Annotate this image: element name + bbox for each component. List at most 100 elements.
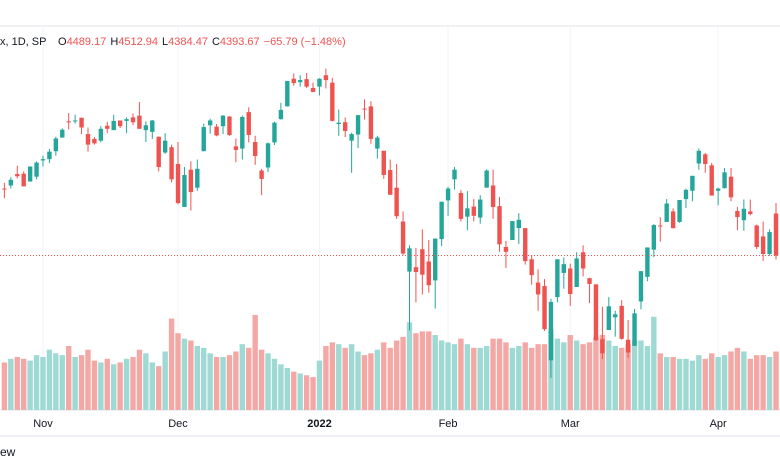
volume-bar	[561, 342, 567, 410]
candle-body	[85, 134, 91, 145]
candle-body	[703, 154, 708, 164]
candle-body	[439, 201, 444, 240]
volume-bar	[316, 360, 323, 410]
volume-bar	[554, 338, 561, 410]
volume-bar	[747, 358, 753, 410]
candles	[2, 68, 779, 378]
volume-bar	[33, 355, 40, 410]
candle-body	[143, 125, 149, 131]
candle-body	[98, 128, 104, 141]
candle-body	[452, 169, 457, 180]
candle-body	[484, 170, 489, 188]
volume-bar	[773, 351, 779, 410]
candle-body	[754, 225, 759, 247]
candle-body	[342, 122, 348, 132]
volume-bar	[451, 344, 458, 410]
volume-bar	[310, 377, 316, 410]
candle-body	[233, 146, 239, 150]
candle-body	[2, 188, 7, 190]
volume-bar	[638, 340, 644, 410]
candle-body	[696, 150, 702, 164]
candle-body	[773, 213, 779, 256]
legend-key: L	[162, 36, 168, 48]
volume-pane	[1, 314, 779, 410]
candle-body	[715, 188, 721, 191]
volume-bar	[464, 344, 471, 410]
volume-bar	[329, 342, 336, 410]
candle-body	[638, 271, 644, 302]
volume-bar	[136, 349, 143, 410]
candle-body	[542, 286, 547, 330]
candle-body	[709, 165, 714, 196]
candle-body	[632, 313, 637, 346]
volume-bar	[573, 340, 580, 410]
volume-bar	[709, 353, 715, 410]
candle-body	[400, 221, 406, 254]
volume-bar	[303, 375, 310, 410]
volume-bar	[721, 355, 728, 410]
volume-bar	[760, 355, 766, 410]
volume-bar	[213, 356, 220, 410]
candle-body	[117, 120, 123, 127]
candle-body	[137, 115, 142, 129]
volume-bar	[252, 314, 258, 410]
ohlc-values: O4489.17 H4512.94 L4384.47 C4393.67 −65.79 (…	[58, 36, 346, 48]
volume-bar	[123, 358, 130, 410]
symbol: x, 1D, SP	[0, 36, 46, 48]
volume-bar	[98, 362, 104, 410]
volume-bar	[471, 347, 477, 410]
candle-body	[413, 267, 419, 273]
volume-bar	[162, 351, 168, 410]
candle-body	[207, 120, 213, 126]
candle-body	[272, 122, 277, 143]
volume-bar	[201, 347, 207, 410]
candle-body	[47, 151, 52, 160]
volume-bar	[651, 316, 657, 410]
candle-body	[741, 208, 747, 221]
candle-body	[317, 78, 322, 87]
x-tick-label: Mar	[561, 418, 580, 430]
volume-bar	[580, 344, 586, 410]
candle-body	[246, 112, 251, 135]
volume-bar	[702, 358, 708, 410]
volume-bar	[117, 362, 123, 410]
candle-body	[92, 138, 97, 144]
volume-bar	[59, 355, 65, 410]
candle-body	[458, 192, 464, 219]
legend-key: O	[58, 36, 67, 48]
candle-body	[555, 259, 560, 298]
volume-bar	[348, 344, 355, 410]
volume-bar	[522, 342, 528, 410]
candle-body	[60, 129, 65, 138]
candle-body	[568, 268, 573, 295]
candle-body	[355, 115, 361, 135]
volume-bar	[593, 336, 599, 410]
candle-body	[105, 125, 110, 129]
volume-bar	[419, 331, 426, 410]
candle-body	[111, 120, 116, 131]
candle-body	[394, 187, 399, 217]
volume-bar	[400, 336, 406, 410]
volume-bar	[85, 349, 91, 410]
volume-bar	[381, 342, 387, 410]
candle-body	[40, 159, 46, 161]
volume-bar	[143, 353, 149, 410]
candle-body	[323, 75, 329, 81]
volume-bar	[586, 342, 593, 410]
candle-body	[735, 210, 740, 218]
volume-bar	[226, 355, 233, 410]
candle-body	[72, 120, 78, 122]
volume-bar	[168, 318, 175, 410]
volume-bar	[567, 335, 573, 410]
candle-body	[201, 127, 206, 152]
candle-body	[252, 141, 258, 157]
volume-bar	[336, 344, 342, 410]
volume-bar	[599, 335, 606, 410]
candle-body	[535, 282, 541, 295]
candle-body	[445, 188, 451, 201]
candle-body	[27, 166, 33, 182]
candle-body	[336, 122, 341, 124]
candle-body	[130, 117, 136, 123]
footer-button[interactable]: ew	[0, 445, 16, 459]
